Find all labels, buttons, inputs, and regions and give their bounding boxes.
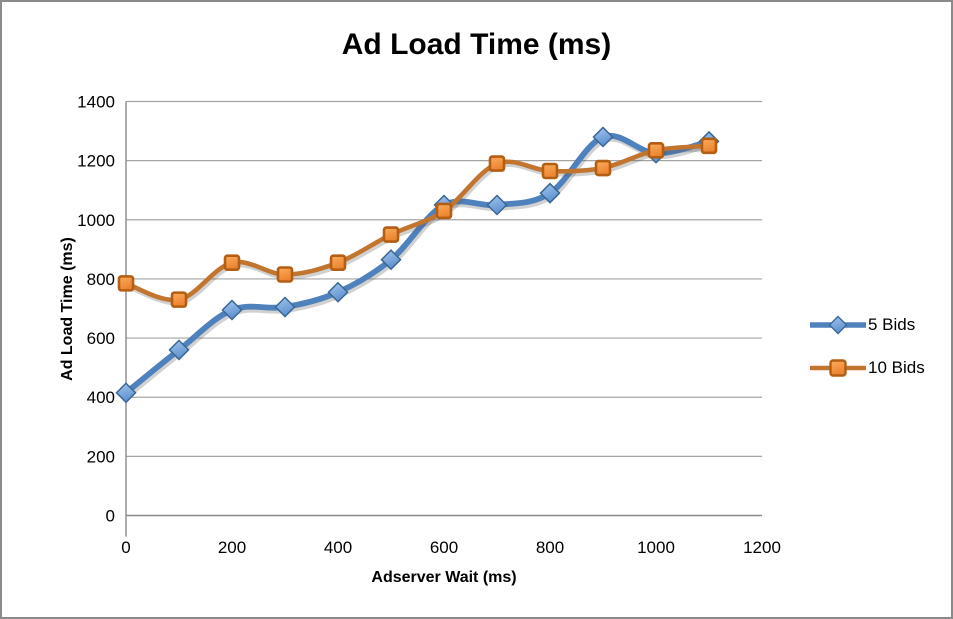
data-point-marker-10-bids	[700, 137, 718, 155]
y-axis-title: Ad Load Time (ms)	[59, 237, 76, 381]
data-point-marker-10-bids	[488, 155, 506, 172]
data-point-marker-10-bids	[382, 226, 400, 243]
x-tick-label: 1000	[637, 538, 675, 557]
x-tick-label: 400	[324, 538, 352, 557]
data-point-marker-5-bids	[168, 339, 190, 361]
series-line-10-bids	[123, 143, 712, 303]
legend-item-5-bids: 5 Bids	[810, 310, 925, 340]
data-point-marker-10-bids	[541, 162, 559, 180]
data-point-marker-10-bids	[435, 202, 453, 220]
y-tick-label: 800	[87, 270, 115, 289]
series-line-5-bids	[123, 132, 712, 396]
data-point-marker-5-bids	[592, 126, 614, 148]
legend-swatch-line-square-icon	[810, 359, 866, 377]
data-point-marker-5-bids	[380, 249, 402, 271]
legend-swatch-line-diamond-icon	[810, 315, 866, 335]
y-tick-label: 1400	[77, 93, 115, 112]
x-axis-title: Adserver Wait (ms)	[371, 569, 517, 586]
y-tick-label: 400	[87, 388, 115, 407]
legend-item-10-bids: 10 Bids	[810, 353, 925, 383]
data-point-marker-5-bids	[221, 299, 243, 321]
data-point-marker-10-bids	[170, 291, 188, 308]
y-tick-label: 600	[87, 329, 115, 348]
data-point-marker-5-bids	[539, 182, 561, 204]
series-line-shadow-5-bids	[125, 135, 712, 399]
y-tick-label: 0	[106, 507, 115, 526]
series-line-shadow-10-bids	[126, 146, 711, 306]
legend: 5 Bids 10 Bids	[810, 310, 925, 396]
y-tick-label: 1200	[77, 152, 115, 171]
data-point-marker-10-bids	[329, 254, 347, 271]
data-point-marker-10-bids	[117, 275, 135, 292]
x-tick-label: 0	[121, 538, 130, 557]
x-tick-label: 800	[536, 538, 564, 557]
data-point-marker-10-bids	[276, 266, 294, 283]
x-tick-label: 600	[430, 538, 458, 557]
data-point-marker-5-bids	[327, 281, 349, 303]
x-tick-label: 200	[218, 538, 246, 557]
data-point-marker-10-bids	[223, 254, 241, 271]
data-point-marker-10-bids	[594, 159, 612, 177]
y-tick-label: 200	[87, 447, 115, 466]
chart-title: Ad Load Time (ms)	[341, 28, 612, 61]
y-tick-label: 1000	[77, 211, 115, 230]
legend-label-10-bids: 10 Bids	[868, 358, 925, 377]
data-point-marker-5-bids	[274, 296, 296, 318]
legend-label-5-bids: 5 Bids	[868, 315, 916, 334]
data-point-marker-10-bids	[647, 141, 665, 159]
data-point-marker-5-bids	[486, 194, 508, 216]
x-tick-label: 1200	[743, 538, 781, 557]
data-point-marker-5-bids	[115, 382, 137, 404]
